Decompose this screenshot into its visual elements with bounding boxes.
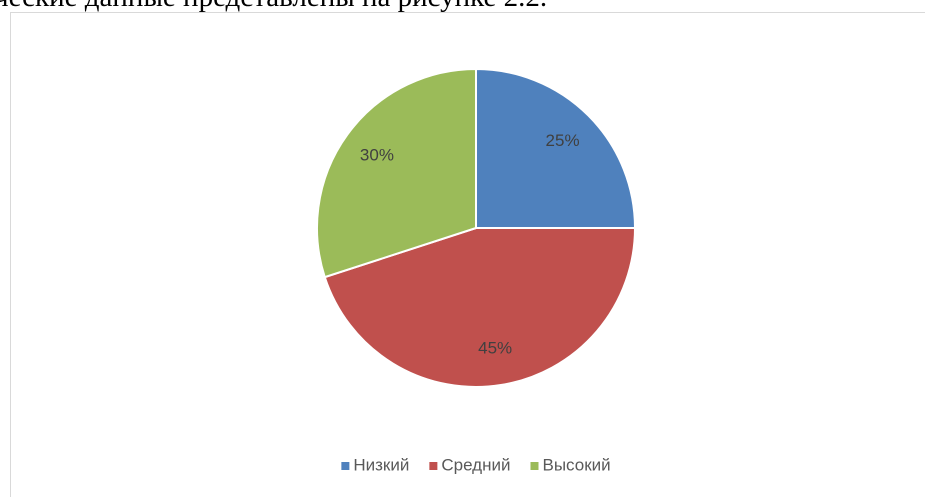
legend-label: Высокий xyxy=(542,455,610,474)
pie-slice xyxy=(475,67,637,229)
legend-swatch xyxy=(530,462,539,470)
heading-text: ческие данные представлены на рисунке 2.… xyxy=(0,0,547,13)
legend-swatch xyxy=(341,462,350,470)
legend-swatch xyxy=(429,462,438,470)
legend-label: Средний xyxy=(441,455,510,474)
data-label: 25% xyxy=(546,131,580,150)
data-label: 30% xyxy=(360,146,394,165)
chart-frame xyxy=(10,12,925,497)
pie-slice xyxy=(323,227,637,388)
data-label: 45% xyxy=(478,338,512,357)
legend-label: Низкий xyxy=(353,455,409,474)
pie-slice xyxy=(316,67,477,279)
